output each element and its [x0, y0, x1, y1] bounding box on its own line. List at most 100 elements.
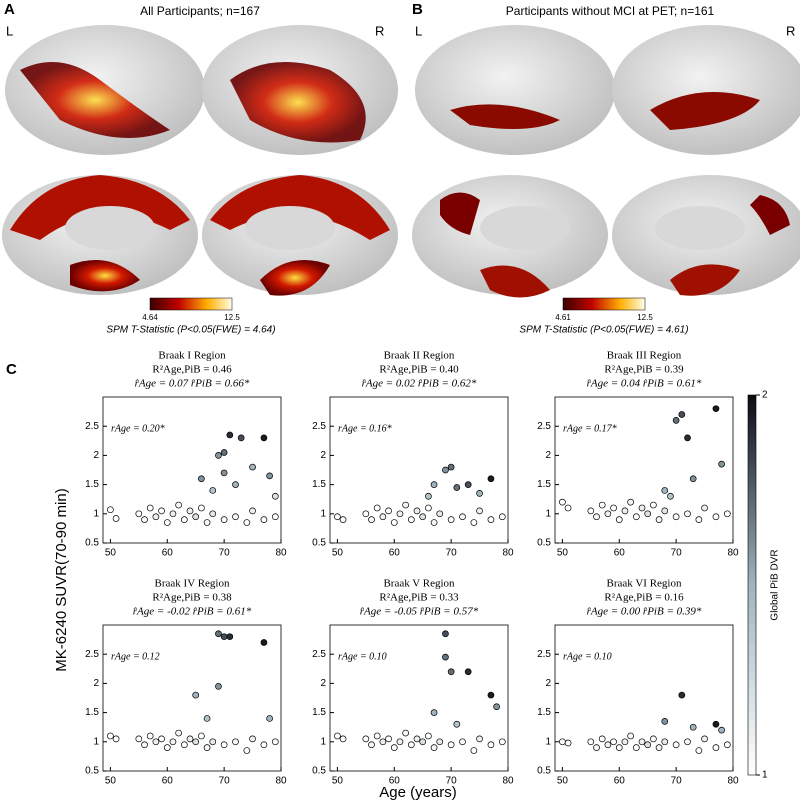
data-point	[598, 501, 606, 509]
y-tick-label: 2.5	[537, 649, 551, 660]
x-axis-label: Age (years)	[379, 784, 457, 801]
data-point	[459, 513, 466, 521]
brain-renders-b	[412, 25, 800, 298]
x-tick-label: 60	[614, 776, 626, 787]
data-point	[169, 738, 177, 746]
annotation: rAge = 0.17*	[563, 423, 617, 434]
y-tick-label: 2	[93, 678, 99, 689]
data-point	[459, 738, 466, 746]
data-point	[232, 513, 239, 521]
data-point	[334, 513, 341, 521]
plot-frame	[554, 396, 734, 544]
data-point	[198, 732, 205, 740]
y-tick-label: 2.5	[537, 421, 551, 432]
y-tick-label: 0.5	[537, 766, 551, 777]
data-point	[621, 507, 629, 515]
y-tick-label: 1	[545, 508, 551, 519]
chart-stat: R²Age,PiB = 0.38	[152, 592, 232, 604]
data-point	[163, 519, 171, 526]
x-tick-label: 70	[446, 776, 458, 787]
y-tick-label: 0.5	[85, 538, 99, 549]
data-point	[442, 466, 449, 474]
data-point	[593, 513, 600, 521]
data-point	[498, 738, 506, 746]
data-point	[243, 519, 251, 526]
data-point	[430, 481, 438, 488]
x-tick-label: 60	[614, 548, 626, 559]
x-tick-label: 50	[557, 776, 569, 787]
panel-title: All Participants; n=167	[140, 4, 260, 18]
data-point	[271, 492, 279, 500]
data-point	[373, 504, 381, 512]
data-point	[215, 682, 222, 690]
chart-stat: r̂Age = 0.07 r̂PiB = 0.66*	[135, 378, 250, 390]
data-point	[718, 726, 725, 734]
data-point	[198, 475, 205, 483]
panel-label: B	[412, 1, 423, 18]
data-point	[644, 510, 652, 518]
data-point	[339, 735, 347, 743]
chart-stat: r̂Age = 0.02 r̂PiB = 0.62*	[362, 378, 477, 390]
data-point	[175, 729, 182, 737]
data-point	[464, 668, 472, 676]
x-tick-label: 70	[219, 776, 231, 787]
y-tick-label: 2.5	[312, 649, 326, 660]
data-point	[260, 741, 268, 749]
data-point	[638, 504, 646, 512]
x-tick-label: 60	[389, 776, 401, 787]
y-tick-label: 1.5	[312, 479, 326, 490]
data-point	[564, 504, 572, 512]
chart-title: Braak II Region	[384, 350, 455, 362]
plot-frame	[554, 624, 734, 772]
data-point	[593, 744, 600, 751]
data-point	[407, 741, 415, 749]
y-tick-label: 2	[320, 678, 326, 689]
y-tick-label: 2.5	[85, 421, 99, 432]
panel-title: Participants without MCI at PET; n=161	[506, 4, 715, 18]
y-tick-label: 1	[320, 508, 326, 519]
data-point	[220, 741, 228, 749]
data-point	[192, 513, 200, 521]
data-point	[615, 516, 623, 523]
data-point	[232, 481, 239, 488]
data-point	[186, 507, 194, 515]
data-point	[476, 735, 483, 743]
annotation: rAge = 0.16*	[338, 423, 392, 434]
data-point	[141, 741, 148, 749]
data-point	[260, 516, 268, 523]
data-point	[430, 519, 438, 526]
data-point	[672, 741, 680, 749]
data-point	[152, 738, 160, 746]
data-point	[396, 738, 404, 746]
data-point	[192, 691, 200, 699]
data-point	[203, 744, 211, 751]
data-point	[209, 510, 217, 518]
colorbar	[562, 297, 646, 311]
data-point	[453, 720, 461, 728]
data-point	[476, 490, 483, 497]
y-tick-label: 0.5	[312, 766, 326, 777]
y-tick-label: 2.5	[85, 649, 99, 660]
data-point	[260, 639, 268, 646]
x-tick-label: 60	[162, 548, 174, 559]
colorbar	[149, 297, 233, 311]
data-point	[334, 732, 341, 740]
x-tick-label: 50	[332, 776, 344, 787]
plot-frame	[329, 624, 509, 772]
data-point	[175, 501, 182, 509]
data-point	[610, 504, 617, 512]
data-point	[232, 738, 239, 746]
colorbar	[747, 394, 757, 776]
chart-stat: r̂Age = -0.02 r̂PiB = 0.61*	[133, 606, 252, 618]
data-point	[203, 519, 211, 526]
data-point	[152, 513, 160, 521]
data-point	[198, 504, 205, 512]
x-tick-label: 80	[502, 776, 514, 787]
data-point	[407, 516, 415, 523]
data-point	[615, 744, 623, 751]
data-point	[220, 469, 228, 477]
plot-frame	[329, 396, 509, 544]
plot-frame	[102, 396, 282, 544]
x-tick-label: 50	[105, 776, 117, 787]
data-point	[385, 507, 392, 515]
